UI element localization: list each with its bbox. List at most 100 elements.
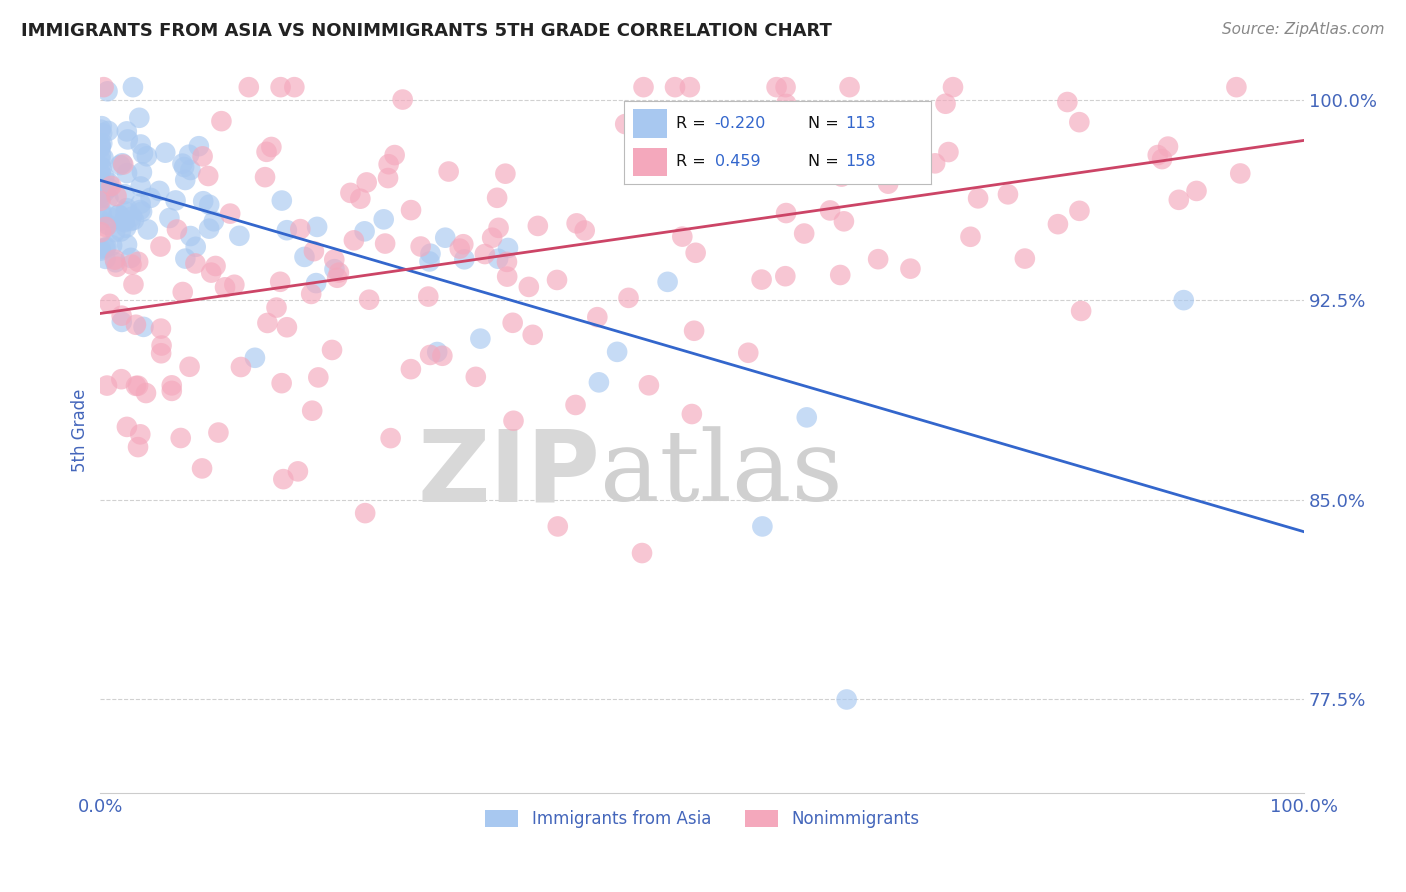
Point (426, 345, 449, 359)
Point (111, 315, 134, 329)
Point (129, 196, 152, 211)
Point (228, 228, 250, 243)
Point (266, 301, 288, 315)
Point (90, 119, 112, 133)
Point (838, 80, 860, 95)
Point (115, 201, 138, 215)
Point (114, 204, 136, 219)
Point (671, 229, 693, 244)
Point (214, 280, 236, 294)
Point (105, 260, 128, 274)
Point (1167, 193, 1189, 207)
Point (101, 238, 124, 252)
Point (711, 154, 734, 169)
Point (835, 692, 858, 706)
Point (100, 211, 122, 225)
Point (384, 148, 406, 162)
Point (1146, 148, 1168, 162)
Point (527, 219, 550, 233)
Point (97, 218, 120, 232)
Point (197, 169, 219, 183)
Point (359, 293, 381, 307)
Point (832, 214, 855, 228)
Point (418, 289, 440, 303)
Point (200, 266, 222, 280)
Point (90, 161, 112, 175)
Point (301, 403, 323, 417)
Point (685, 245, 707, 260)
Point (111, 309, 134, 323)
Point (496, 241, 519, 255)
Point (900, 261, 922, 276)
Legend: Immigrants from Asia, Nonimmigrants: Immigrants from Asia, Nonimmigrants (478, 804, 927, 835)
Point (283, 80, 305, 95)
Point (588, 376, 610, 390)
Point (290, 222, 312, 236)
Text: IMMIGRANTS FROM ASIA VS NONIMMIGRANTS 5TH GRADE CORRELATION CHART: IMMIGRANTS FROM ASIA VS NONIMMIGRANTS 5T… (21, 22, 832, 40)
Point (148, 184, 170, 198)
Point (89, 138, 111, 153)
Point (434, 230, 457, 244)
Point (270, 194, 292, 208)
Point (150, 338, 173, 352)
Point (91, 136, 114, 151)
Point (184, 240, 207, 254)
Point (606, 344, 628, 359)
Point (97, 181, 120, 195)
Point (339, 186, 361, 200)
Point (187, 139, 209, 153)
Point (93, 169, 115, 184)
Point (349, 192, 371, 206)
Y-axis label: 5th Grade: 5th Grade (72, 389, 89, 472)
Point (94, 252, 117, 266)
Point (129, 137, 152, 152)
Point (453, 237, 475, 252)
Point (177, 147, 200, 161)
Point (751, 519, 773, 533)
Point (679, 80, 702, 95)
Point (243, 351, 266, 365)
Point (172, 285, 194, 299)
Point (93, 179, 115, 194)
Point (374, 236, 396, 251)
Point (115, 420, 138, 434)
Point (90, 148, 112, 162)
Point (90, 138, 112, 153)
Point (1046, 217, 1069, 231)
Point (938, 145, 960, 159)
Point (664, 80, 686, 95)
Point (868, 252, 890, 267)
Point (638, 378, 661, 392)
Point (737, 345, 759, 359)
Point (775, 165, 797, 179)
Point (132, 319, 155, 334)
Point (270, 80, 292, 95)
Point (419, 348, 441, 362)
Point (967, 191, 990, 205)
Point (273, 472, 295, 486)
Point (373, 212, 395, 227)
Point (924, 156, 946, 170)
Point (172, 156, 194, 170)
Point (191, 149, 214, 163)
Point (184, 256, 207, 270)
Point (121, 258, 143, 272)
Point (323, 262, 346, 277)
Point (287, 464, 309, 478)
Point (114, 215, 136, 229)
Point (1069, 203, 1091, 218)
Point (179, 229, 201, 244)
Point (276, 223, 298, 237)
Point (356, 176, 378, 190)
Point (198, 221, 221, 235)
Point (98, 297, 121, 311)
Point (115, 237, 138, 252)
Point (617, 291, 640, 305)
Point (307, 370, 329, 384)
Point (90, 207, 112, 221)
Point (224, 277, 246, 292)
Point (470, 332, 492, 346)
Point (90, 122, 112, 136)
Point (1152, 152, 1174, 166)
Point (565, 216, 588, 230)
